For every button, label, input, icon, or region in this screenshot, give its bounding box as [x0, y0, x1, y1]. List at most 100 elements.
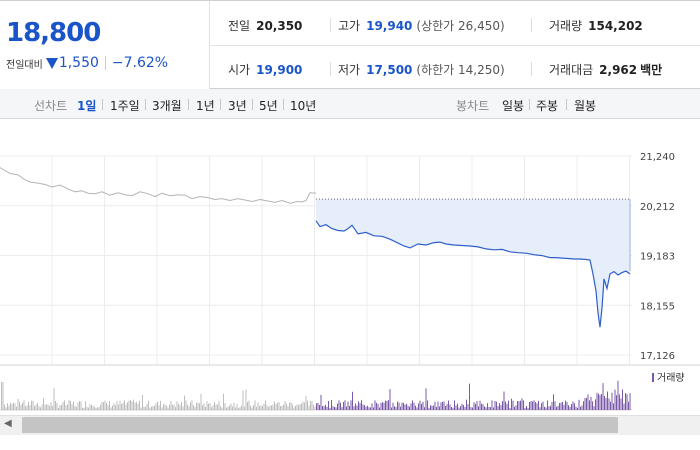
volume-bar [401, 402, 403, 410]
amount-unit: 백만 [640, 63, 663, 77]
candle-daily[interactable]: 일봉 [502, 99, 525, 113]
volume-bar [547, 400, 548, 410]
volume-bar [586, 397, 587, 410]
volume-bar [587, 394, 589, 410]
period-5y[interactable]: 5년 [259, 99, 278, 113]
volume-bar [514, 406, 515, 410]
volume-bar [568, 405, 569, 410]
volume-bar [326, 406, 328, 410]
volume-bar [622, 389, 623, 410]
volume-bar [31, 400, 32, 410]
volume-bar [545, 407, 547, 410]
volume-bar [497, 406, 499, 410]
volume-bar [173, 404, 175, 410]
volume-bar [457, 403, 458, 410]
volume-bar [184, 395, 185, 410]
scroll-left-arrow-icon[interactable]: ◀ [4, 418, 12, 429]
volume-bar [352, 391, 353, 410]
volume-bar [46, 404, 47, 410]
today-fill [316, 199, 630, 328]
period-3m[interactable]: 3개월 [152, 99, 182, 113]
y-tick-label: 17,126 [640, 351, 675, 362]
period-1y[interactable]: 1년 [196, 99, 215, 113]
period-1d[interactable]: 1일 [77, 99, 97, 113]
volume-bar [40, 407, 41, 410]
volume-bar [481, 403, 482, 410]
period-10y[interactable]: 10년 [290, 99, 317, 113]
volume-bar [502, 401, 503, 410]
volume-bar [167, 407, 169, 410]
change-label: 전일대비 [6, 59, 43, 71]
volume-bar [277, 402, 278, 410]
candle-weekly[interactable]: 주봉 [536, 99, 559, 113]
volume-bar [43, 398, 44, 410]
volume-bar [413, 402, 415, 410]
volume-bar [34, 406, 35, 410]
volume-bar [97, 407, 98, 410]
volume-bar [212, 405, 214, 410]
volume-bar [37, 402, 38, 410]
volume-bar [346, 406, 347, 410]
volume-bar [332, 406, 334, 410]
volume-bar [470, 407, 472, 410]
volume-bar [539, 407, 541, 410]
volume-bar [494, 401, 496, 410]
volume-bar [124, 400, 125, 410]
volume-bar [598, 393, 599, 410]
volume-bar [215, 404, 217, 410]
volume-bar [58, 407, 59, 410]
volume-bar [19, 401, 20, 410]
volume-bar [145, 406, 146, 410]
volume-bar [28, 401, 29, 410]
line-chart-label: 선차트 [34, 99, 68, 113]
volume-legend: 거래량 [652, 372, 685, 384]
amount-cell: 거래대금 2,962 백만 [549, 61, 662, 78]
high-cell: 고가 19,940 (상한가 26,450) [338, 17, 505, 34]
volume-bar [616, 395, 617, 410]
volume-bar [191, 400, 193, 410]
low-value: 17,500 [366, 63, 413, 77]
reference-line [316, 198, 631, 272]
period-3y[interactable]: 3년 [228, 99, 247, 113]
volume-bar [35, 404, 37, 410]
volume-bar [418, 403, 419, 410]
volume-bar [625, 393, 626, 410]
prev-close-value: 20,350 [256, 19, 303, 33]
divider [252, 99, 253, 110]
divider [104, 56, 106, 70]
volume-bar [32, 400, 34, 410]
volume-bar [17, 398, 19, 410]
volume-bar [320, 394, 322, 410]
volume-bar [359, 403, 361, 410]
volume-bar [68, 400, 70, 410]
period-1w[interactable]: 1주일 [110, 99, 140, 113]
volume-bar [79, 401, 80, 410]
volume-bar [292, 404, 293, 410]
volume-bar [142, 395, 143, 410]
prev-day-line [0, 167, 317, 204]
volume-bar [349, 406, 350, 410]
scrollbar-thumb[interactable] [22, 417, 618, 433]
volume-bar [407, 405, 409, 410]
volume-bar [593, 406, 595, 410]
volume-bar [347, 401, 349, 410]
volume-bar [8, 405, 10, 410]
price-chart[interactable]: 21,240 20,212 19,183 18,155 17,126 거래량 [0, 120, 700, 415]
today-fill-area [316, 199, 630, 328]
volume-bar [253, 405, 254, 410]
volume-bar [278, 402, 280, 410]
candle-monthly[interactable]: 월봉 [574, 99, 597, 113]
volume-bar [163, 404, 164, 410]
volume-bar [161, 407, 163, 410]
volume-bar [397, 401, 398, 410]
volume-bar [265, 400, 266, 410]
high-label: 고가 [338, 19, 361, 33]
volume-bar [374, 400, 376, 410]
volume-bar [25, 406, 26, 410]
volume-bar [322, 406, 323, 410]
volume-bar [289, 402, 290, 410]
volume-bar [95, 408, 97, 410]
volume-bar [617, 380, 619, 410]
volume-bar [227, 406, 229, 410]
volume-bar [518, 401, 520, 410]
